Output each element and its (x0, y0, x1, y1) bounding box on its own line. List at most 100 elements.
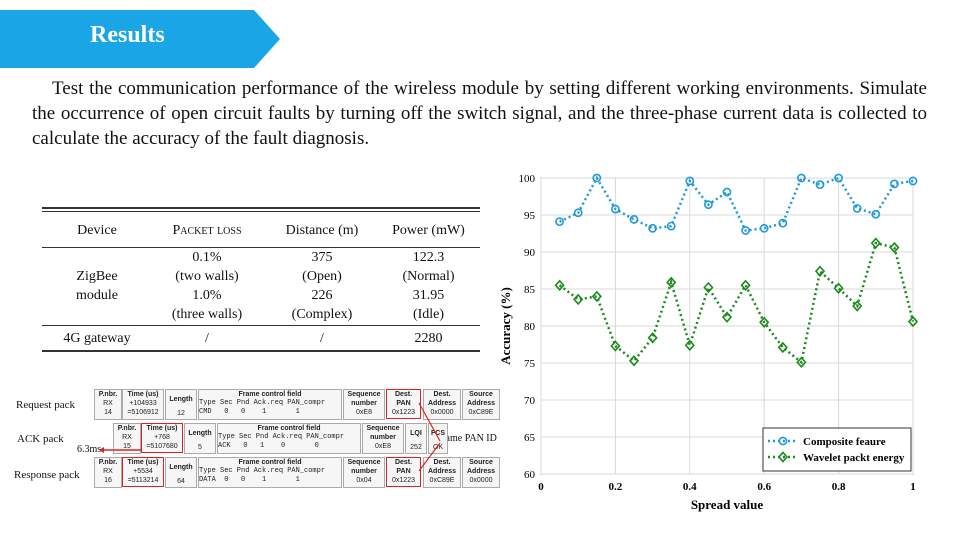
zigbee-power-3: 31.95 (412, 288, 445, 303)
zigbee-loss-3: 1.0% (192, 288, 222, 303)
y-tick-label: 85 (524, 284, 536, 296)
zigbee-distance-3: 226 (311, 288, 333, 303)
x-tick-label: 0.8 (832, 481, 846, 493)
data-point-s2 (852, 300, 863, 312)
data-point-s1 (703, 200, 713, 210)
gateway-distance: / (320, 331, 324, 346)
header-power: Power (mW) (392, 223, 465, 238)
data-point-s1 (796, 173, 806, 183)
pan-arrow-bottom (418, 442, 441, 472)
data-point-s1 (685, 176, 695, 186)
data-point-s2 (610, 340, 621, 352)
legend-marker-2 (777, 451, 789, 463)
data-point-s2 (684, 339, 695, 351)
x-tick-label: 0.6 (757, 481, 771, 493)
data-point-s2 (740, 279, 751, 292)
ack-lqi: LQI 252 (405, 423, 427, 454)
request-fcf: Frame control field Type Sec Pnd Ack.req … (198, 389, 342, 420)
data-point-s1 (629, 215, 639, 224)
y-tick-label: 80 (524, 321, 536, 333)
data-point-s1 (741, 226, 750, 235)
data-point-s2 (554, 279, 565, 292)
request-dest-pan: Dest. PAN 0x1223 (386, 389, 421, 419)
zigbee-power-1: 122.3 (412, 250, 445, 265)
x-tick-label: 0 (538, 481, 544, 493)
table-bottom-rule (42, 350, 480, 352)
y-tick-label: 75 (524, 358, 536, 370)
request-length: Length 12 (165, 389, 197, 420)
legend-box (762, 427, 912, 472)
x-tick-label: 0.2 (609, 481, 623, 493)
request-src-address: Source Address 0xC89E (462, 389, 500, 420)
header-distance: Distance (m) (285, 223, 359, 238)
ack-pnbr: P.nbr. RX 15 (113, 423, 141, 454)
data-point-s2 (814, 265, 826, 277)
data-point-s1 (722, 187, 732, 197)
data-point-s2 (628, 355, 640, 367)
ack-length: Length 5 (184, 423, 216, 454)
ack-time: Time (us) +768 =5107680 (141, 423, 183, 453)
data-point-s2 (889, 241, 900, 254)
chart-legend: Composite feaure Wavelet packt energy (762, 427, 912, 472)
data-point-s1 (611, 204, 620, 214)
gateway-power: 2280 (414, 331, 443, 346)
zigbee-power-4: (Idle) (412, 307, 445, 322)
data-point-s1 (852, 203, 862, 213)
delay-arrowhead (99, 447, 104, 453)
response-fcf: Frame control field Type Sec Pnd Ack.req … (198, 457, 342, 488)
data-point-s1 (666, 221, 676, 231)
legend-label-1: Composite feaure (803, 436, 886, 448)
table-header-rule (42, 247, 480, 248)
zigbee-distance-2: (Open) (302, 269, 342, 284)
response-length: Length 64 (165, 457, 197, 488)
series-layer (554, 173, 919, 368)
data-point-s2 (703, 281, 714, 294)
zigbee-device-2: module (76, 288, 118, 303)
request-time: Time (us) +104933 =5106912 (122, 389, 164, 420)
pan-arrow-top (418, 402, 441, 442)
response-time: Time (us) +5534 =5113214 (122, 457, 164, 487)
y-axis-label: Accuracy (%) (498, 287, 513, 365)
y-tick-label: 95 (524, 210, 536, 222)
zigbee-distance-4: (Complex) (291, 307, 353, 322)
data-point-s2 (796, 356, 807, 368)
response-src-address: Source Address 0x0000 (462, 457, 500, 488)
data-point-s2 (870, 237, 881, 249)
x-tick-label: 1 (910, 481, 916, 493)
y-tick-label: 100 (519, 173, 536, 185)
data-point-s2 (647, 332, 658, 344)
request-seq: Sequence number 0xE8 (343, 389, 385, 420)
accuracy-chart: 60 65 70 75 80 85 90 95 100 0 0.2 0.4 0.6 0.8 1 Spread… (498, 173, 919, 512)
data-point-s1 (555, 217, 564, 227)
header-packet-loss: Packet loss (172, 223, 242, 238)
data-point-s1 (908, 176, 918, 186)
zigbee-power-2: (Normal) (402, 269, 455, 284)
packet-arrows (99, 402, 441, 472)
same-pan-label: Same PAN ID (440, 433, 497, 444)
x-tick-label: 0.4 (683, 481, 697, 493)
response-seq: Sequence number 0x04 (343, 457, 385, 488)
data-point-s1 (834, 173, 843, 183)
response-pack-label: Response pack (14, 469, 80, 481)
page-title: Results (90, 22, 165, 48)
data-point-s2 (833, 282, 844, 294)
zigbee-distance-1: 375 (311, 250, 333, 265)
y-tick-label: 90 (524, 247, 536, 259)
response-pnbr: P.nbr. RX 16 (94, 457, 122, 488)
zigbee-loss-1: 0.1% (192, 250, 222, 265)
request-dest-address: Dest. Address 0x0000 (423, 389, 461, 420)
ack-seq: Sequence number 0xE8 (362, 423, 404, 454)
axis-ticks: 60 65 70 75 80 85 90 95 100 0 0.2 0.4 0.6 0.8 1 (519, 173, 916, 493)
table-top-rule (42, 207, 480, 209)
x-axis-label: Spread value (691, 497, 764, 512)
table-top-rule-2 (42, 211, 480, 212)
response-dest-pan: Dest. PAN 0x1223 (386, 457, 421, 487)
gateway-device: 4G gateway (63, 331, 131, 346)
data-point-s1 (815, 180, 825, 190)
intro-paragraph: Test the communication performance of th… (32, 78, 927, 149)
table-row-rule (42, 325, 480, 326)
legend-marker-1 (778, 436, 788, 446)
data-point-s1 (648, 223, 657, 233)
data-point-s2 (907, 315, 919, 328)
legend-label-2: Wavelet packt energy (803, 452, 905, 464)
